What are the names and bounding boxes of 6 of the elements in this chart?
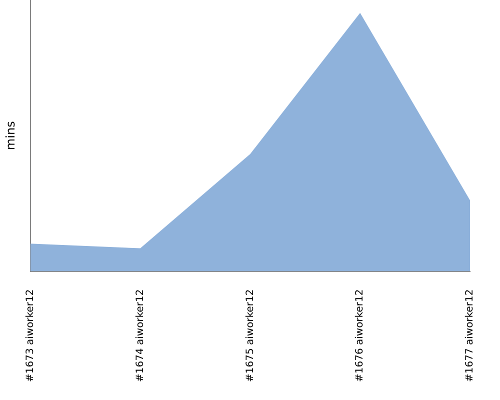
x-tick-label: #1677 aiworker12 <box>464 289 476 382</box>
x-tick-label: #1674 aiworker12 <box>134 289 146 382</box>
x-tick-label: #1675 aiworker12 <box>244 289 256 382</box>
x-tick-label: #1676 aiworker12 <box>354 289 366 382</box>
x-tick-label: #1673 aiworker12 <box>24 289 36 382</box>
y-axis-title: mins <box>3 121 18 150</box>
